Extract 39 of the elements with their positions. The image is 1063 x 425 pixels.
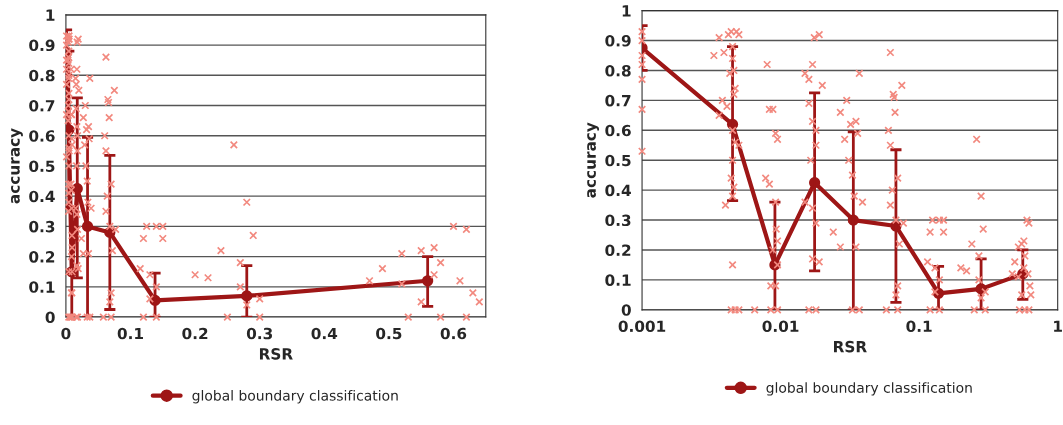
y-tick-label: 0 <box>621 304 631 316</box>
y-tick-label: 0.2 <box>605 244 631 257</box>
y-tick-label: 0.7 <box>29 99 55 112</box>
legend-label: global boundary classification <box>192 389 398 404</box>
x-axis-title: RSR <box>259 348 293 360</box>
y-tick-label: 0.5 <box>29 160 55 172</box>
y-tick-label: 0.2 <box>29 251 55 263</box>
x-tick-label: 0.2 <box>182 327 208 340</box>
x-tick-label: 0.1 <box>906 320 932 333</box>
y-tick-label: 0 <box>45 311 55 324</box>
x-tick-label: 0.1 <box>117 327 143 340</box>
y-tick-label: 0.6 <box>605 124 631 137</box>
y-tick-label: 0.9 <box>29 39 55 52</box>
y-tick-label: 0.8 <box>605 64 631 77</box>
x-tick-label: 0.5 <box>376 327 402 340</box>
y-tick-label: 0.4 <box>29 190 55 203</box>
y-tick-label: 0.8 <box>29 69 55 82</box>
x-axis-title: RSR <box>834 340 867 353</box>
y-tick-label: 1 <box>46 9 55 21</box>
legend-label: global boundary classification <box>766 382 972 396</box>
x-tick-label: 1 <box>1054 320 1062 332</box>
y-tick-label: 0.3 <box>605 214 631 227</box>
x-tick-label: 0.6 <box>440 327 467 340</box>
x-tick-label: 0.01 <box>762 320 799 333</box>
x-tick-label: 0.001 <box>618 320 666 333</box>
x-tick-label: 0.4 <box>311 327 338 340</box>
y-tick-label: 0.4 <box>605 184 631 197</box>
y-tick-label: 0.7 <box>605 94 631 107</box>
x-tick-label: 0 <box>61 327 71 340</box>
y-tick-label: 1 <box>622 5 631 17</box>
y-tick-label: 0.1 <box>29 281 55 293</box>
y-axis-title: accuracy <box>587 122 600 198</box>
y-tick-label: 0.1 <box>605 274 631 286</box>
y-tick-label: 0.5 <box>605 154 631 167</box>
y-tick-label: 0.9 <box>605 35 631 47</box>
x-tick-label: 0.3 <box>246 327 273 340</box>
y-axis-title: accuracy <box>11 128 23 204</box>
y-tick-label: 0.6 <box>29 130 55 142</box>
y-tick-label: 0.3 <box>29 220 55 233</box>
